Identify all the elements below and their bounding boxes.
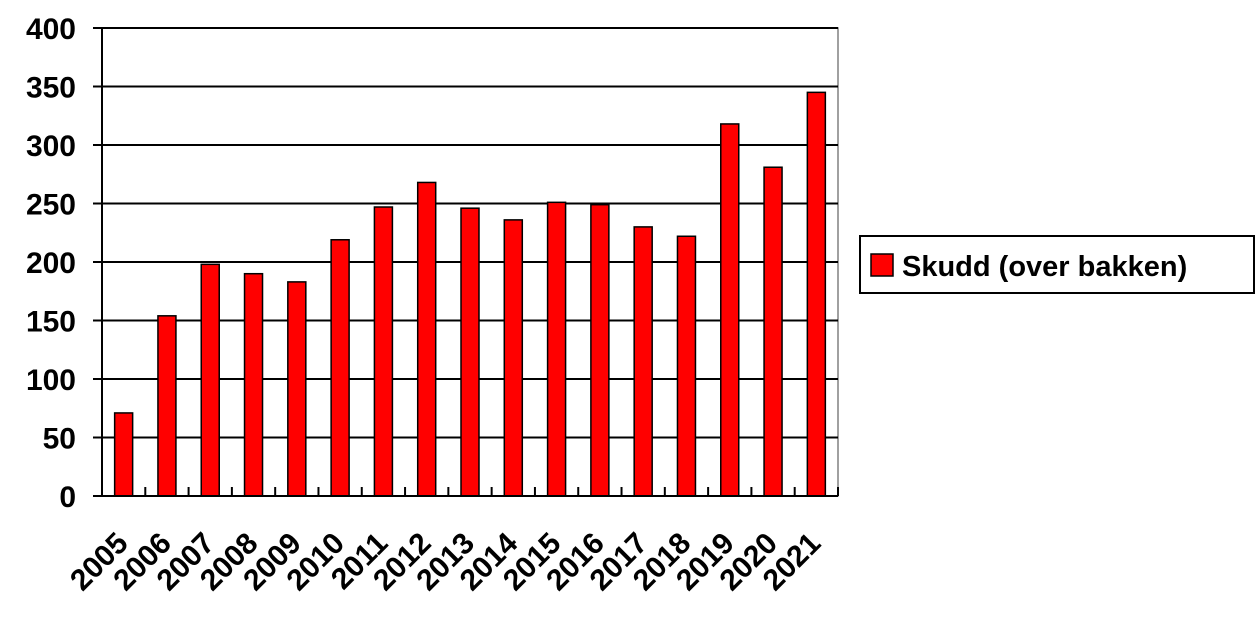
bar — [200, 263, 220, 497]
y-tick-label: 0 — [59, 481, 76, 514]
bars — [113, 91, 827, 497]
y-tick-label: 350 — [26, 72, 76, 105]
bar — [373, 206, 394, 497]
y-tick-label: 300 — [26, 130, 76, 163]
bar — [676, 235, 697, 497]
bar — [503, 219, 524, 497]
bar — [460, 207, 480, 497]
y-tick-label: 100 — [26, 364, 76, 397]
bar — [330, 239, 350, 497]
y-tick-label: 250 — [26, 189, 76, 222]
bar — [113, 412, 134, 497]
bar — [416, 181, 437, 497]
bar — [806, 91, 827, 497]
bar — [720, 123, 740, 497]
y-tick-label: 150 — [26, 306, 76, 339]
bar — [243, 272, 264, 497]
bar — [287, 281, 307, 497]
bar — [633, 226, 653, 497]
y-tick-label: 400 — [26, 13, 76, 46]
axes — [93, 27, 839, 497]
legend: Skudd (over bakken) — [859, 235, 1255, 294]
y-tick-labels: 0 50 100 150 200 250 300 350 400 — [26, 13, 76, 514]
legend-box — [859, 235, 1255, 294]
x-tick-labels: 2005200620072008200920102011201220132014… — [64, 526, 827, 597]
y-tick-label: 50 — [43, 423, 76, 456]
bar — [157, 315, 177, 497]
bar — [763, 166, 783, 497]
bar — [590, 203, 610, 497]
legend-swatch — [870, 253, 894, 277]
y-tick-label: 200 — [26, 247, 76, 280]
legend-label: Skudd (over bakken) — [902, 251, 1187, 283]
bar — [546, 201, 567, 497]
